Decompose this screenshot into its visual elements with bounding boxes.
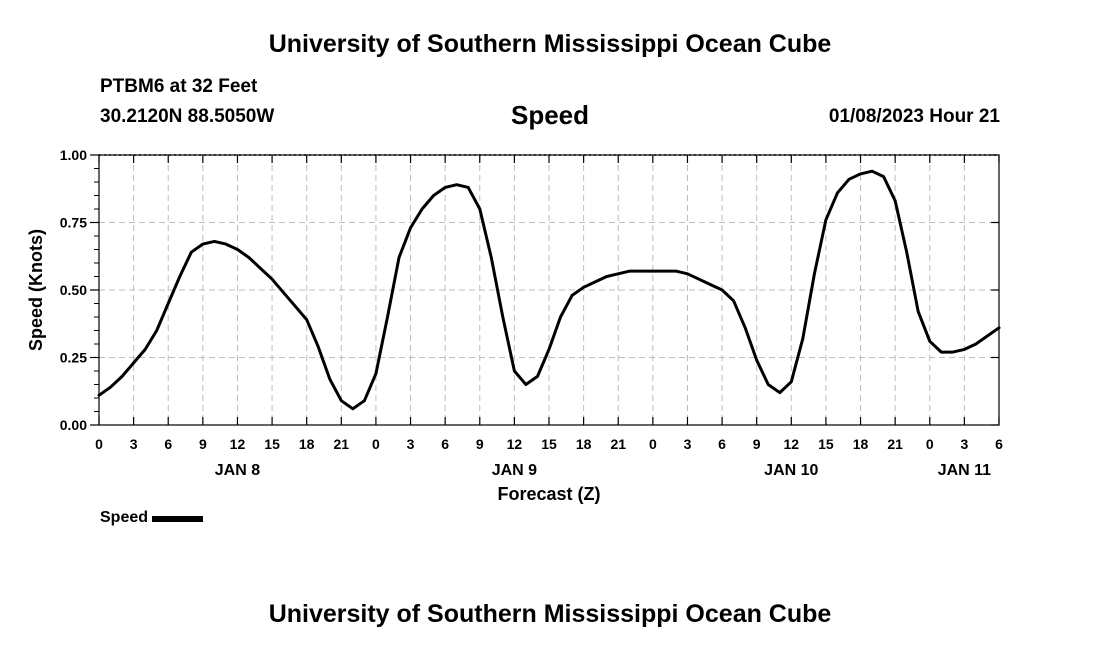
x-tick-label: 0 — [372, 436, 380, 452]
legend-swatch — [152, 516, 204, 522]
coordinates-label: 30.2120N 88.5050W — [100, 106, 275, 127]
x-tick-label: 3 — [130, 436, 138, 452]
y-axis-title: Speed (Knots) — [26, 229, 46, 351]
day-label: JAN 9 — [492, 462, 537, 479]
x-tick-label: 12 — [784, 436, 800, 452]
x-tick-label: 15 — [818, 436, 834, 452]
day-label: JAN 11 — [938, 462, 991, 479]
day-label: JAN 10 — [764, 462, 818, 479]
x-tick-label: 6 — [164, 436, 172, 452]
x-tick-label: 9 — [199, 436, 207, 452]
parameter-title: Speed — [510, 100, 590, 130]
x-tick-label: 12 — [230, 436, 246, 452]
x-tick-label: 6 — [718, 436, 726, 452]
x-tick-label: 21 — [610, 436, 626, 452]
x-tick-label: 6 — [995, 436, 1003, 452]
day-label: JAN 8 — [215, 462, 260, 479]
y-tick-label: 0.50 — [60, 282, 87, 298]
x-tick-label: 0 — [926, 436, 934, 452]
x-axis-title: Forecast (Z) — [497, 484, 600, 504]
x-tick-label: 18 — [576, 436, 592, 452]
x-tick-label: 3 — [407, 436, 415, 452]
x-tick-label: 0 — [95, 436, 103, 452]
legend: Speed — [100, 509, 204, 527]
x-tick-label: 18 — [853, 436, 869, 452]
axis-labels: 0 3 6 9 12 15 18 21 0 3 6 9 12 15 18 21 0 3 6 9 12 15 18 21 0 3 6 0… — [60, 147, 1003, 479]
x-tick-label: 3 — [960, 436, 968, 452]
grid-lines — [99, 155, 999, 425]
x-tick-label: 3 — [684, 436, 692, 452]
x-tick-label: 9 — [753, 436, 761, 452]
footer-title: University of Southern Mississippi Ocean… — [268, 600, 832, 628]
page-title: University of Southern Mississippi Ocean… — [268, 30, 832, 58]
x-tick-label: 15 — [541, 436, 557, 452]
x-tick-label: 21 — [334, 436, 350, 452]
x-tick-label: 21 — [887, 436, 903, 452]
y-tick-label: 0.75 — [60, 215, 87, 231]
y-tick-label: 1.00 — [60, 147, 87, 163]
station-label: PTBM6 at 32 Feet — [100, 76, 258, 97]
speed-series-line — [97, 169, 1001, 411]
y-tick-label: 0.00 — [60, 417, 87, 433]
x-tick-label: 12 — [507, 436, 523, 452]
x-tick-label: 18 — [299, 436, 315, 452]
x-tick-label: 6 — [441, 436, 449, 452]
x-tick-label: 9 — [476, 436, 484, 452]
y-tick-label: 0.25 — [60, 350, 87, 366]
x-tick-label: 0 — [649, 436, 657, 452]
x-tick-label: 15 — [264, 436, 280, 452]
legend-label: Speed — [100, 509, 149, 526]
timestamp-label: 01/08/2023 Hour 21 — [828, 106, 1000, 127]
